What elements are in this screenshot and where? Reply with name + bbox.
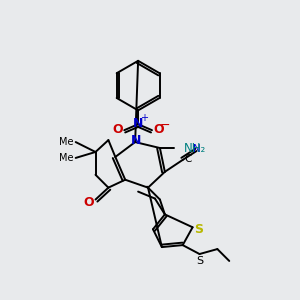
Text: +: +: [140, 113, 148, 123]
Text: S: S: [194, 223, 203, 236]
Text: C: C: [185, 154, 192, 164]
Text: N: N: [133, 117, 143, 130]
Text: N: N: [131, 134, 141, 147]
Text: O: O: [83, 196, 94, 209]
Text: Me: Me: [58, 137, 73, 147]
Text: O: O: [112, 123, 123, 136]
Text: O: O: [154, 123, 164, 136]
Text: Me: Me: [58, 153, 73, 163]
Text: N: N: [193, 144, 200, 154]
Text: NH₂: NH₂: [184, 142, 206, 154]
Text: S: S: [196, 256, 203, 266]
Text: −: −: [160, 119, 170, 132]
